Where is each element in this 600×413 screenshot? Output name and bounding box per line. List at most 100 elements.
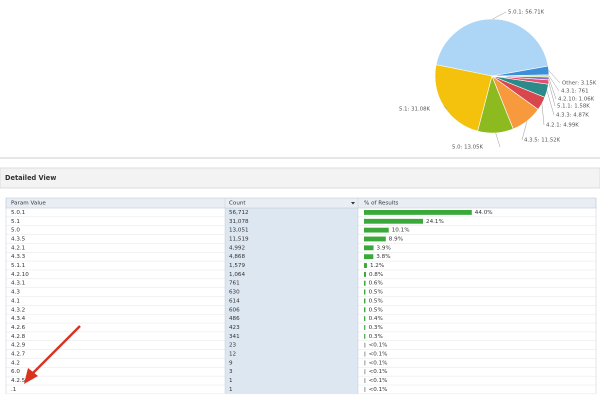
count-value: 1 (229, 378, 233, 384)
percent-bar (364, 227, 389, 233)
arrow-shaft (31, 325, 81, 375)
count-value: 56,712 (229, 210, 249, 216)
header-row (5, 197, 597, 209)
percent-label: 10.1% (392, 228, 410, 234)
count-value: 9 (229, 360, 233, 366)
param-value: 5.0 (11, 228, 20, 234)
percent-bar (364, 210, 472, 215)
bar-track (364, 333, 366, 339)
percent-label: 0.6% (369, 281, 383, 287)
count-value: 606 (229, 307, 240, 313)
percent-label: <0.1% (369, 387, 388, 393)
slice-label: 5.0: 13.05K (452, 145, 484, 151)
percent-bar (364, 333, 365, 339)
percent-bar (364, 298, 366, 304)
percent-bar (364, 280, 366, 286)
column-header: Param Value (11, 201, 46, 207)
percent-bar (364, 271, 366, 277)
slice-label: 4.2.10: 1.06K (558, 97, 595, 103)
percent-label: 44.0% (475, 210, 493, 216)
percent-label: <0.1% (369, 378, 388, 384)
param-value: 4.2.6 (11, 325, 26, 331)
param-value: 4.2.5 (11, 378, 26, 384)
percent-label: 0.5% (369, 290, 383, 296)
param-value: 4.2.8 (11, 334, 26, 340)
annotation-arrow (24, 325, 81, 384)
leader-line (443, 106, 448, 110)
param-value: 4.3.2 (11, 307, 25, 313)
count-value: 614 (229, 298, 240, 304)
percent-label: 0.5% (369, 307, 383, 313)
percent-bar (364, 316, 365, 322)
percent-label: 0.5% (369, 298, 383, 304)
percent-label: <0.1% (369, 360, 388, 366)
param-value: 6.0 (11, 369, 20, 375)
percent-label: 1.2% (370, 263, 384, 269)
count-value: 1,579 (229, 263, 245, 269)
percent-label: 3.8% (376, 254, 390, 260)
bar-track (364, 325, 366, 330)
percent-bar (364, 307, 366, 313)
column-header: % of Results (364, 201, 399, 207)
leader-line (548, 78, 557, 100)
param-value: 4.3.1 (11, 281, 26, 287)
count-value: 1,064 (229, 272, 245, 278)
leader-line (548, 82, 556, 107)
count-value: 486 (229, 316, 240, 322)
slice-label: 4.3.5: 11.52K (524, 138, 561, 144)
leader-line (548, 75, 560, 92)
param-value: 4.3.4 (11, 316, 26, 322)
param-value: 4.3 (11, 290, 20, 296)
leader-line (541, 103, 545, 126)
count-value: 761 (229, 281, 240, 287)
slice-label: 5.1: 31.08K (399, 107, 431, 113)
bar-track (364, 378, 366, 383)
slice-label: 4.2.1: 4.99K (546, 123, 579, 129)
arrow-head (24, 368, 38, 384)
count-value: 23 (229, 343, 237, 349)
section-header (0, 167, 600, 189)
leader-line (521, 120, 528, 141)
percent-label: 0.8% (369, 272, 383, 278)
param-value: 4.1 (11, 298, 20, 304)
param-value: 4.3.3 (11, 254, 26, 260)
bar-track (364, 387, 366, 392)
count-value: 3 (229, 369, 233, 375)
slice-label: 5.0.1: 56.71K (508, 10, 545, 16)
count-value: 4,868 (229, 254, 245, 260)
count-value: 341 (229, 334, 240, 340)
slice-label: 4.3.1: 761 (561, 89, 589, 95)
param-value: 4.2 (11, 360, 20, 366)
param-value: 4.2.10 (11, 272, 29, 278)
param-value: 5.1 (11, 219, 20, 225)
count-value: 31,078 (229, 219, 249, 225)
bar-track (364, 360, 366, 366)
count-value: 12 (229, 352, 236, 358)
param-value: 5.0.1 (11, 210, 26, 216)
count-value: 11,519 (229, 236, 249, 242)
leader-line (548, 70, 561, 84)
param-value: 4.2.9 (11, 343, 26, 349)
percent-label: <0.1% (369, 352, 388, 358)
percent-bar (364, 263, 367, 268)
pie-chart: 5.0.1: 56.71K 5.1: 31.08K 5.0: 13.05K 4.3.5… (399, 10, 597, 151)
param-value: 4.2.1 (11, 245, 26, 251)
count-value: 630 (229, 290, 240, 296)
bar-track (364, 351, 366, 357)
percent-label: 3.9% (377, 245, 391, 251)
percent-bar (364, 325, 365, 330)
count-value: 1 (229, 387, 233, 393)
count-column-bg (225, 198, 358, 394)
percent-bar (364, 236, 386, 242)
leader-line (492, 11, 507, 20)
param-value: 4.3.5 (11, 236, 26, 242)
leader-line (495, 132, 501, 148)
percent-label: <0.1% (369, 343, 388, 349)
leader-line (546, 90, 555, 116)
sort-indicator (351, 202, 355, 205)
slice-label: 4.3.3: 4.87K (556, 113, 589, 119)
count-value: 423 (229, 325, 240, 331)
count-value: 4,992 (229, 245, 245, 251)
percent-label: 0.3% (369, 325, 383, 331)
